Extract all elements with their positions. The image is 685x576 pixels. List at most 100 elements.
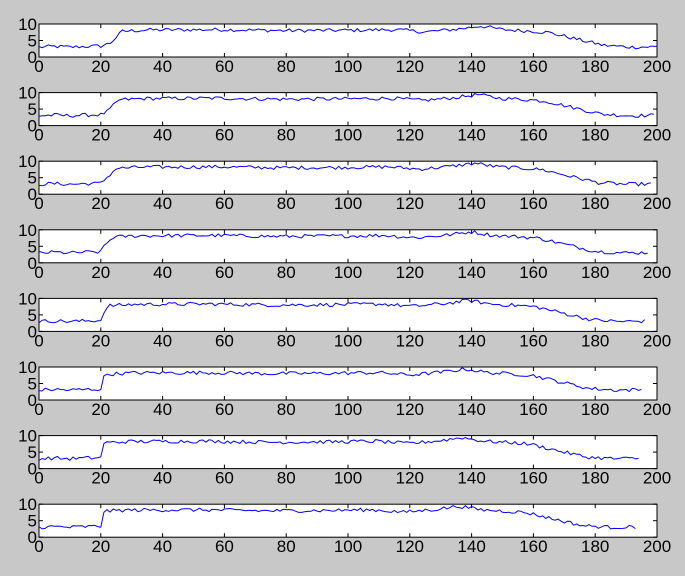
x-tick-label: 160 xyxy=(519,537,547,556)
x-tick-label: 140 xyxy=(457,537,485,556)
x-tick-label: 120 xyxy=(396,331,424,350)
x-tick-label: 0 xyxy=(34,57,43,76)
x-tick-label: 0 xyxy=(34,400,43,419)
x-tick-label: 0 xyxy=(34,263,43,282)
axes-box xyxy=(38,92,658,127)
x-tick-label: 160 xyxy=(519,57,547,76)
x-tick-label: 20 xyxy=(91,263,110,282)
x-tick-label: 140 xyxy=(457,57,485,76)
y-tick-label: 0 xyxy=(28,48,37,67)
x-tick-label: 40 xyxy=(153,537,172,556)
x-tick-label: 40 xyxy=(153,400,172,419)
x-tick-label: 0 xyxy=(34,126,43,145)
x-tick-label: 160 xyxy=(519,400,547,419)
x-tick-label: 180 xyxy=(581,126,609,145)
x-tick-label: 60 xyxy=(215,537,234,556)
x-tick-label: 20 xyxy=(91,469,110,488)
y-tick-label: 5 xyxy=(28,512,37,531)
x-tick-label: 120 xyxy=(396,57,424,76)
y-tick-label: 0 xyxy=(28,528,37,547)
y-tick-label: 0 xyxy=(28,254,37,273)
x-tick-label: 40 xyxy=(153,331,172,350)
axes-box xyxy=(38,435,658,470)
y-tick-label: 0 xyxy=(28,322,37,341)
y-tick-label: 0 xyxy=(28,185,37,204)
x-tick-label: 0 xyxy=(34,194,43,213)
x-tick-label: 60 xyxy=(215,57,234,76)
x-tick-label: 80 xyxy=(277,537,296,556)
x-tick-label: 20 xyxy=(91,194,110,213)
x-tick-label: 80 xyxy=(277,57,296,76)
x-tick-label: 60 xyxy=(215,126,234,145)
x-tick-label: 80 xyxy=(277,400,296,419)
x-tick-label: 180 xyxy=(581,331,609,350)
y-tick-label: 10 xyxy=(18,152,37,171)
x-tick-label: 100 xyxy=(334,263,362,282)
x-tick-label: 20 xyxy=(91,57,110,76)
x-tick-label: 40 xyxy=(153,194,172,213)
x-tick-label: 60 xyxy=(215,469,234,488)
x-tick-label: 200 xyxy=(643,537,671,556)
x-tick-label: 100 xyxy=(334,331,362,350)
y-tick-label: 5 xyxy=(28,169,37,188)
x-tick-label: 0 xyxy=(34,331,43,350)
x-tick-label: 140 xyxy=(457,194,485,213)
x-tick-label: 80 xyxy=(277,126,296,145)
y-tick-label: 5 xyxy=(28,32,37,51)
axes-box xyxy=(38,503,658,538)
x-tick-label: 60 xyxy=(215,194,234,213)
y-tick-label: 10 xyxy=(18,289,37,308)
x-tick-label: 180 xyxy=(581,194,609,213)
x-tick-label: 180 xyxy=(581,57,609,76)
x-tick-label: 180 xyxy=(581,400,609,419)
x-tick-label: 100 xyxy=(334,57,362,76)
x-tick-label: 120 xyxy=(396,194,424,213)
y-tick-label: 10 xyxy=(18,495,37,514)
x-tick-label: 80 xyxy=(277,194,296,213)
x-tick-label: 180 xyxy=(581,469,609,488)
x-tick-label: 40 xyxy=(153,469,172,488)
x-tick-label: 0 xyxy=(34,469,43,488)
x-tick-label: 140 xyxy=(457,400,485,419)
y-tick-label: 0 xyxy=(28,391,37,410)
x-tick-label: 200 xyxy=(643,400,671,419)
y-tick-label: 5 xyxy=(28,306,37,325)
x-tick-label: 140 xyxy=(457,469,485,488)
x-tick-label: 160 xyxy=(519,126,547,145)
x-tick-label: 160 xyxy=(519,331,547,350)
x-tick-label: 200 xyxy=(643,263,671,282)
x-tick-label: 100 xyxy=(334,194,362,213)
x-tick-label: 60 xyxy=(215,400,234,419)
series-line xyxy=(38,25,658,50)
y-tick-label: 10 xyxy=(18,84,37,103)
x-tick-label: 200 xyxy=(643,194,671,213)
x-tick-label: 20 xyxy=(91,126,110,145)
series-line xyxy=(38,505,636,530)
x-tick-label: 20 xyxy=(91,537,110,556)
x-tick-label: 200 xyxy=(643,469,671,488)
y-tick-label: 5 xyxy=(28,237,37,256)
x-tick-label: 20 xyxy=(91,400,110,419)
x-tick-label: 100 xyxy=(334,537,362,556)
series-line xyxy=(38,230,648,255)
x-tick-label: 80 xyxy=(277,263,296,282)
x-tick-label: 200 xyxy=(643,126,671,145)
x-tick-label: 160 xyxy=(519,469,547,488)
x-tick-label: 40 xyxy=(153,263,172,282)
series-line xyxy=(38,92,654,118)
series-line xyxy=(38,162,651,187)
x-tick-label: 120 xyxy=(396,263,424,282)
y-tick-label: 10 xyxy=(18,358,37,377)
x-tick-label: 140 xyxy=(457,126,485,145)
x-tick-label: 140 xyxy=(457,331,485,350)
y-tick-label: 0 xyxy=(28,117,37,136)
x-tick-label: 120 xyxy=(396,537,424,556)
